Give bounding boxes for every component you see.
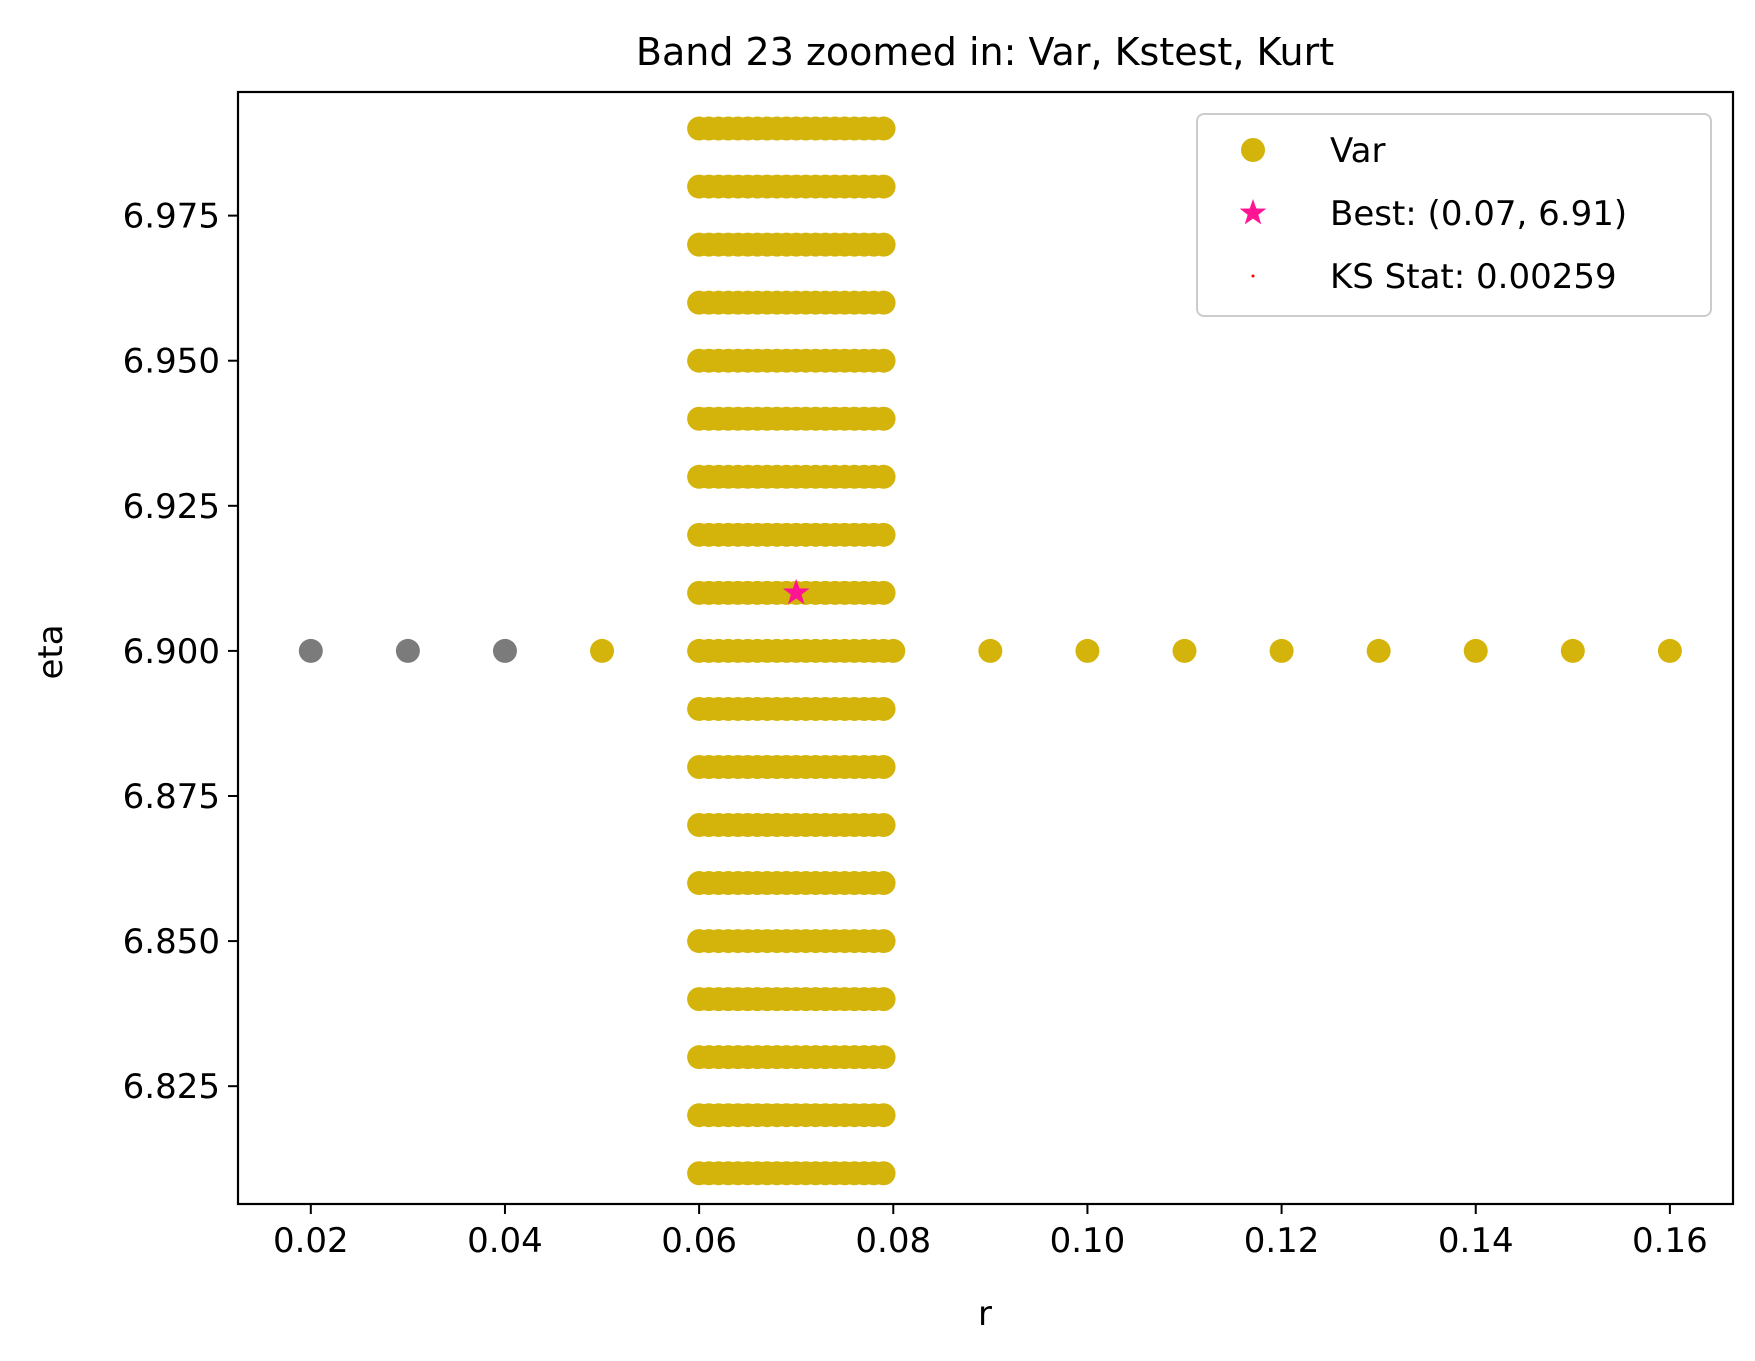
excluded-point <box>492 638 517 663</box>
x-tick-label: 0.04 <box>467 1221 543 1261</box>
excluded-point <box>395 638 420 663</box>
x-tick-label: 0.10 <box>1050 1221 1126 1261</box>
legend-best-label: Best: (0.07, 6.91) <box>1330 194 1627 234</box>
y-tick-label: 6.950 <box>123 342 220 382</box>
x-axis: 0.02 0.04 0.06 0.08 0.10 0.12 0.14 0.16 <box>273 1204 1708 1261</box>
var-point <box>881 638 906 663</box>
legend-box <box>1196 113 1712 317</box>
y-tick-label: 6.900 <box>123 632 220 672</box>
y-tick-label: 6.875 <box>123 777 220 817</box>
var-point <box>871 871 896 896</box>
legend-ks-label: KS Stat: 0.00259 <box>1330 257 1617 297</box>
best-point-star <box>782 578 810 605</box>
var-point <box>871 696 896 721</box>
x-tick-label: 0.16 <box>1632 1221 1708 1261</box>
var-point <box>871 1103 896 1128</box>
y-tick-label: 6.975 <box>123 197 220 237</box>
var-point <box>871 232 896 257</box>
points-layer <box>298 116 1682 1186</box>
var-point <box>1657 638 1682 663</box>
excluded-point <box>298 638 323 663</box>
var-point <box>1075 638 1100 663</box>
var-point <box>1560 638 1585 663</box>
legend-best-marker <box>1239 199 1267 225</box>
y-axis: 6.825 6.850 6.875 6.900 6.925 6.950 6.975 <box>123 197 238 1107</box>
y-tick-label: 6.850 <box>123 922 220 962</box>
var-point <box>871 464 896 489</box>
x-tick-label: 0.02 <box>273 1221 349 1261</box>
legend-ks-marker <box>1251 274 1255 278</box>
var-point <box>871 522 896 547</box>
legend-var-marker <box>1241 138 1265 162</box>
var-point <box>871 929 896 954</box>
x-tick-label: 0.14 <box>1438 1221 1514 1261</box>
var-point <box>871 754 896 779</box>
x-tick-label: 0.12 <box>1244 1221 1320 1261</box>
var-point <box>1463 638 1488 663</box>
var-point <box>871 174 896 199</box>
var-point <box>871 813 896 838</box>
var-point <box>590 638 615 663</box>
var-point <box>871 406 896 431</box>
y-tick-label: 6.825 <box>123 1067 220 1107</box>
y-axis-label: eta <box>31 624 71 679</box>
var-point <box>871 1161 896 1186</box>
plot-frame <box>236 90 1735 1206</box>
chart-title: Band 23 zoomed in: Var, Kstest, Kurt <box>636 30 1334 74</box>
legend-var-label: Var <box>1330 131 1385 171</box>
x-tick-label: 0.06 <box>661 1221 737 1261</box>
var-point <box>871 348 896 373</box>
var-point <box>871 987 896 1012</box>
var-point <box>1366 638 1391 663</box>
var-point <box>1172 638 1197 663</box>
var-point <box>871 580 896 605</box>
var-point <box>871 116 896 141</box>
var-point <box>871 290 896 315</box>
y-tick-label: 6.925 <box>123 487 220 527</box>
var-point <box>1269 638 1294 663</box>
legend: Var Best: (0.07, 6.91) KS Stat: 0.00259 <box>1196 113 1712 317</box>
x-axis-label: r <box>978 1294 992 1334</box>
var-point <box>871 1045 896 1070</box>
x-tick-label: 0.08 <box>855 1221 931 1261</box>
var-point <box>978 638 1003 663</box>
